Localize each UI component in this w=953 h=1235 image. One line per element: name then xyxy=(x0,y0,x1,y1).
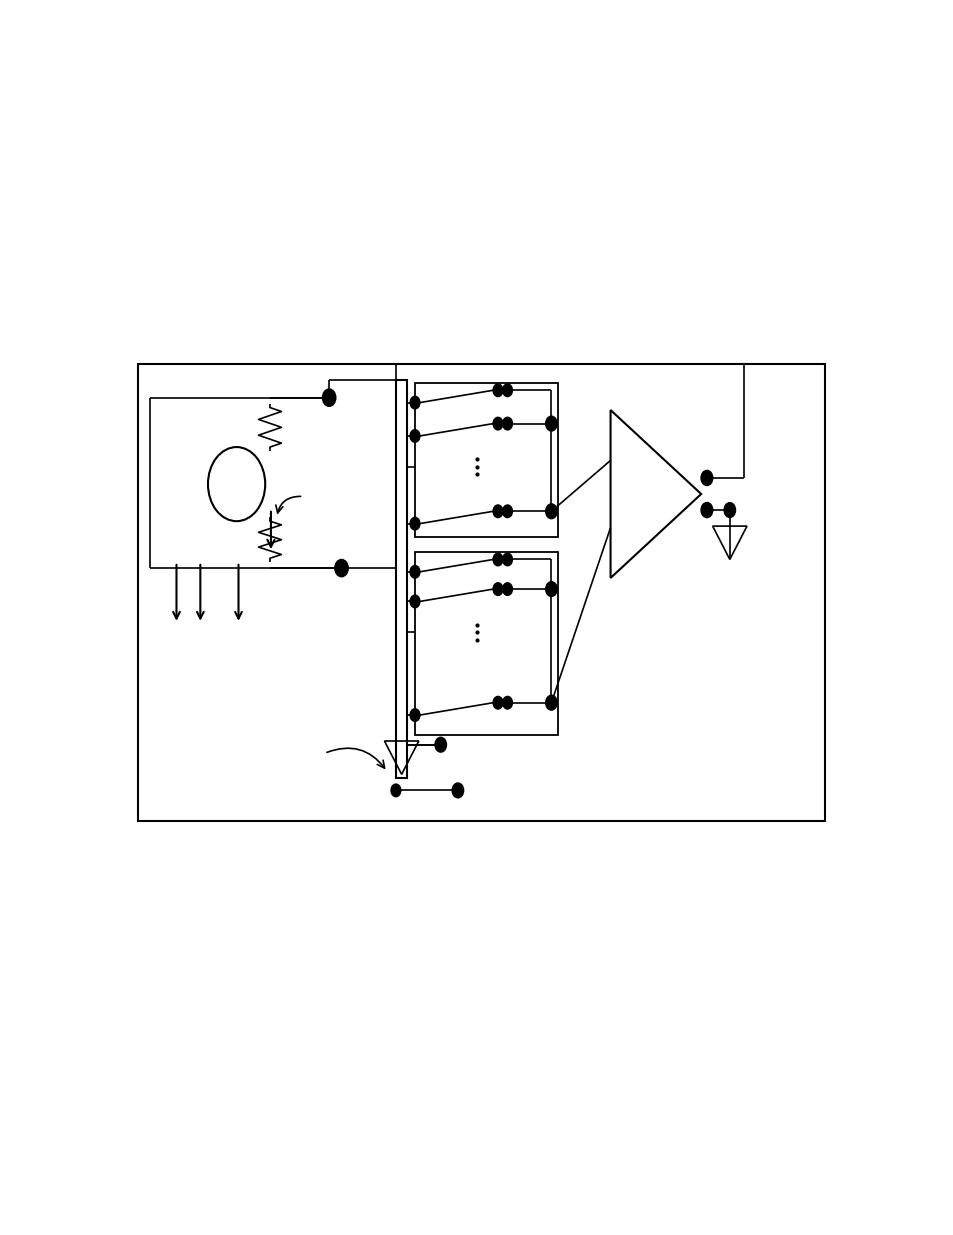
Circle shape xyxy=(410,566,419,578)
Bar xyxy=(415,383,558,537)
Circle shape xyxy=(410,517,419,530)
Circle shape xyxy=(700,503,712,517)
Circle shape xyxy=(493,417,502,430)
Circle shape xyxy=(452,783,463,798)
Circle shape xyxy=(493,553,502,566)
Circle shape xyxy=(502,505,512,517)
Circle shape xyxy=(502,384,512,396)
Circle shape xyxy=(493,583,502,595)
Circle shape xyxy=(700,471,712,485)
Bar xyxy=(138,364,824,821)
Circle shape xyxy=(410,396,419,409)
Bar xyxy=(395,380,407,778)
Circle shape xyxy=(435,737,446,752)
Bar xyxy=(415,552,558,735)
FancyArrowPatch shape xyxy=(275,496,300,513)
Circle shape xyxy=(493,505,502,517)
Circle shape xyxy=(502,697,512,709)
Circle shape xyxy=(493,384,502,396)
Circle shape xyxy=(410,709,419,721)
Circle shape xyxy=(493,697,502,709)
Circle shape xyxy=(322,389,335,406)
FancyArrowPatch shape xyxy=(327,748,384,768)
Circle shape xyxy=(502,417,512,430)
Circle shape xyxy=(545,695,557,710)
Circle shape xyxy=(723,503,735,517)
Circle shape xyxy=(545,504,557,519)
Circle shape xyxy=(502,553,512,566)
Circle shape xyxy=(410,595,419,608)
Circle shape xyxy=(410,430,419,442)
Circle shape xyxy=(502,583,512,595)
Circle shape xyxy=(545,416,557,431)
Circle shape xyxy=(335,559,348,577)
Circle shape xyxy=(391,784,400,797)
Circle shape xyxy=(545,582,557,597)
